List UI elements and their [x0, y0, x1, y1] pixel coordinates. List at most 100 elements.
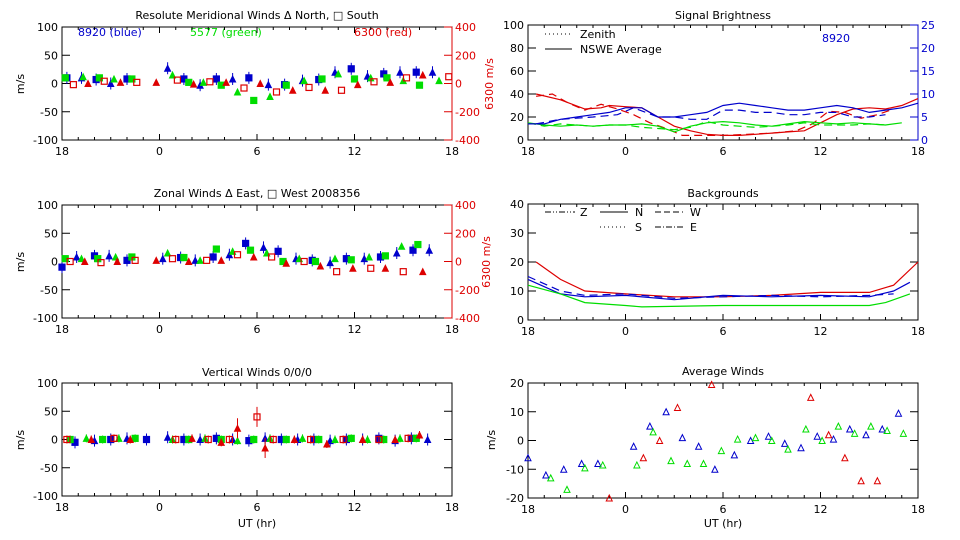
data-point-red	[288, 86, 297, 94]
data-point-red	[399, 268, 407, 276]
data-point-red	[203, 256, 211, 264]
x-tick-label: 12	[348, 323, 362, 336]
right-axis-label: 6300 m/s	[483, 58, 496, 110]
data-point-green	[365, 252, 373, 261]
y-tick-label: 0	[51, 256, 58, 269]
x-tick-label: 18	[55, 323, 69, 336]
x-tick-label: 0	[156, 501, 163, 514]
data-point-red	[269, 435, 277, 444]
data-point-green	[196, 256, 204, 264]
right-y-tick-label: 5	[921, 111, 928, 124]
right-y-tick-label: 0	[455, 78, 462, 91]
y-tick-label: 80	[510, 42, 524, 55]
data-point-red	[80, 257, 89, 265]
data-point-green	[163, 248, 172, 257]
right-y-tick-label: 10	[921, 88, 935, 101]
data-point-blue	[274, 247, 282, 255]
data-point-red	[261, 443, 269, 452]
panel-backgrounds: Backgrounds Z N W S E	[545, 187, 759, 234]
panel-zonal-winds: Zonal Winds Δ East, □ West 2008356 m/s 6…	[14, 187, 493, 288]
x-tick-label: 18	[911, 503, 925, 516]
y-axis-label: m/s	[14, 74, 27, 94]
y-tick-label: -100	[33, 312, 58, 325]
data-point-green	[233, 436, 242, 445]
data-point-blue	[780, 439, 789, 447]
data-point-red	[126, 435, 135, 443]
data-point-red	[233, 424, 242, 432]
y-tick-label: 40	[510, 198, 524, 211]
data-point-red	[339, 435, 347, 444]
data-point-green	[649, 427, 657, 436]
data-point-red	[333, 268, 341, 276]
chart-title: Zonal Winds Δ East, □ West 2008356	[154, 187, 361, 200]
y-axis-label: m/s	[485, 430, 498, 450]
y-tick-label: 40	[510, 88, 524, 101]
data-point-red	[152, 256, 161, 264]
data-point-blue	[392, 248, 401, 257]
data-point-green	[381, 252, 389, 260]
data-point-green	[850, 429, 859, 437]
y-tick-label: -20	[506, 492, 524, 505]
x-tick-label: 12	[348, 501, 362, 514]
data-point-red	[404, 434, 412, 442]
series-line-8920-w	[527, 275, 894, 299]
data-point-green	[61, 74, 69, 82]
x-tick-label: 18	[55, 501, 69, 514]
chart-title: Vertical Winds 0/0/0	[202, 366, 312, 379]
data-point-red	[305, 83, 313, 92]
data-point-red	[172, 435, 180, 444]
data-point-green	[79, 72, 87, 81]
panel-signal-brightness: Signal Brightness 8920 Zenith NSWE Avera…	[545, 9, 850, 56]
data-point-blue	[242, 239, 250, 248]
y-tick-label: -50	[40, 284, 58, 297]
data-point-red	[307, 435, 315, 444]
data-point-green	[598, 460, 607, 469]
data-point-red	[349, 264, 357, 272]
data-point-green	[546, 473, 555, 482]
x-tick-label: 0	[156, 323, 163, 336]
data-point-green	[250, 96, 258, 105]
data-point-green	[233, 87, 242, 96]
data-point-green	[380, 435, 388, 444]
data-point-green	[212, 245, 220, 253]
data-point-blue	[396, 68, 404, 76]
data-point-blue	[106, 79, 115, 87]
data-point-red	[605, 493, 614, 502]
data-point-green	[311, 257, 320, 266]
data-point-green	[867, 422, 875, 430]
data-point-red	[204, 435, 212, 444]
data-point-red	[673, 403, 682, 411]
data-point-blue	[412, 68, 420, 76]
data-point-blue	[259, 243, 268, 251]
data-point-green	[563, 485, 571, 493]
y-tick-label: 60	[510, 65, 524, 78]
data-point-red	[225, 435, 233, 444]
data-point-red	[386, 78, 395, 86]
data-point-green	[199, 78, 208, 86]
y-tick-label: 20	[510, 111, 524, 124]
x-tick-label: 18	[521, 325, 535, 338]
right-y-tick-label: 400	[455, 199, 476, 212]
chart-title: Backgrounds	[687, 187, 759, 200]
data-point-red	[841, 453, 849, 462]
data-point-blue	[559, 465, 568, 473]
y-tick-label: 20	[510, 377, 524, 390]
data-point-red	[168, 255, 177, 263]
data-point-red	[152, 78, 161, 86]
data-point-green	[363, 435, 372, 443]
data-point-green	[334, 69, 343, 78]
data-point-blue	[425, 246, 434, 254]
data-point-red	[206, 78, 214, 86]
data-point-blue	[646, 422, 654, 430]
data-point-green	[802, 424, 810, 433]
x-tick-label: 6	[254, 145, 261, 158]
y-tick-label: -100	[33, 134, 58, 147]
data-point-green	[266, 92, 274, 100]
legend-5577: 5577 (green)	[190, 26, 262, 39]
data-point-red	[418, 70, 427, 79]
data-point-green	[250, 435, 258, 444]
